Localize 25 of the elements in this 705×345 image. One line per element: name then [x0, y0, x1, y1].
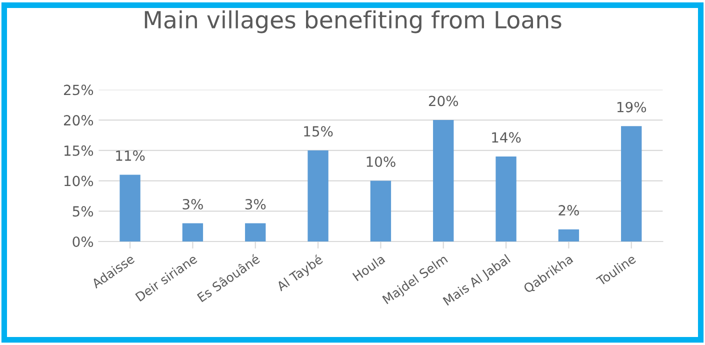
- data-label: 11%: [116, 150, 145, 161]
- y-tick-label: 5%: [72, 206, 94, 217]
- bar: [245, 223, 266, 242]
- y-tick-label: 0%: [72, 236, 94, 247]
- data-label: 15%: [304, 126, 333, 137]
- bar: [621, 126, 642, 242]
- bar: [120, 174, 140, 242]
- data-label: 3%: [245, 198, 266, 210]
- bar: [558, 229, 580, 242]
- data-label: 3%: [182, 198, 203, 210]
- bar: [433, 120, 454, 242]
- bar: [496, 156, 516, 242]
- y-tick-label: 20%: [64, 115, 94, 126]
- y-tick-label: 25%: [64, 84, 94, 96]
- bar: [308, 150, 328, 242]
- bar: [370, 180, 392, 242]
- bar: [182, 223, 204, 242]
- y-tick-label: 10%: [64, 176, 94, 186]
- y-tick-label: 15%: [64, 145, 94, 156]
- data-label: 20%: [428, 96, 458, 106]
- data-label: 2%: [558, 205, 579, 216]
- data-label: 19%: [617, 102, 646, 112]
- data-label: 10%: [366, 156, 396, 167]
- data-label: 14%: [492, 132, 521, 143]
- chart-title: Main villages benefiting from Loans: [144, 10, 562, 34]
